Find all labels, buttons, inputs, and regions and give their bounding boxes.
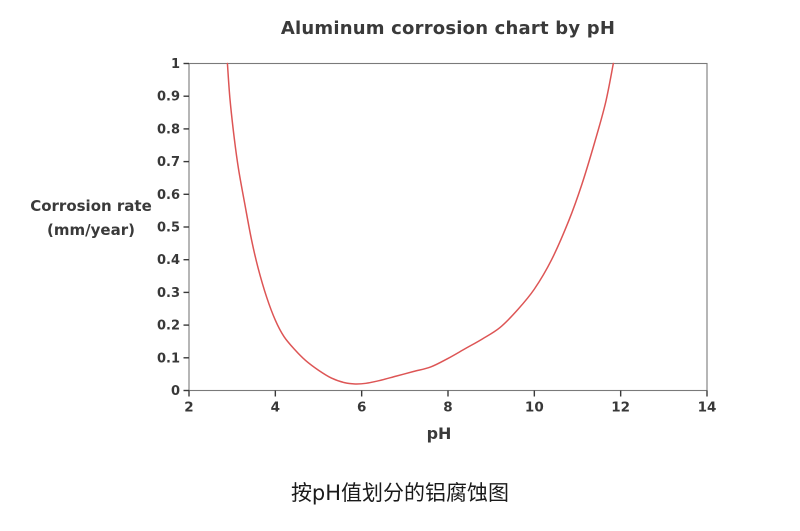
y-tick-label: 0: [171, 384, 180, 399]
corrosion-rate-curve: [226, 62, 615, 385]
y-tick-label: 0.6: [157, 188, 180, 203]
chart-title: Aluminum corrosion chart by pH: [280, 18, 616, 39]
y-tick-label: 0.2: [157, 319, 180, 334]
y-tick-label: 0.8: [157, 122, 180, 137]
x-tick-label: 4: [271, 400, 280, 416]
x-tick-label: 8: [443, 400, 452, 416]
y-tick-label: 0.7: [157, 155, 180, 170]
x-tick-label: 6: [357, 400, 366, 416]
y-tick-label: 0.5: [157, 221, 180, 236]
y-tick-label: 0.4: [157, 253, 180, 268]
plot-border: [188, 62, 708, 392]
y-tick-label: 1: [171, 57, 180, 72]
y-axis-label-line1: Corrosion rate: [30, 197, 152, 215]
x-tick-label: 14: [698, 400, 717, 416]
y-tick-label: 0.3: [157, 286, 180, 301]
x-tick-label: 12: [611, 400, 630, 416]
x-tick-label: 10: [525, 400, 544, 416]
x-tick-label: 2: [184, 400, 193, 416]
y-axis-label-line2: (mm/year): [47, 221, 135, 239]
x-axis-label: pH: [426, 424, 452, 443]
y-axis-label: Corrosion rate (mm/year): [8, 194, 174, 242]
y-tick-label: 0.9: [157, 90, 180, 105]
figure-caption: 按pH值划分的铝腐蚀图: [290, 481, 510, 505]
y-tick-label: 0.1: [157, 351, 180, 366]
plot-area: 00.10.20.30.40.50.60.70.80.912 4 6 8 10 12 14: [157, 57, 717, 416]
